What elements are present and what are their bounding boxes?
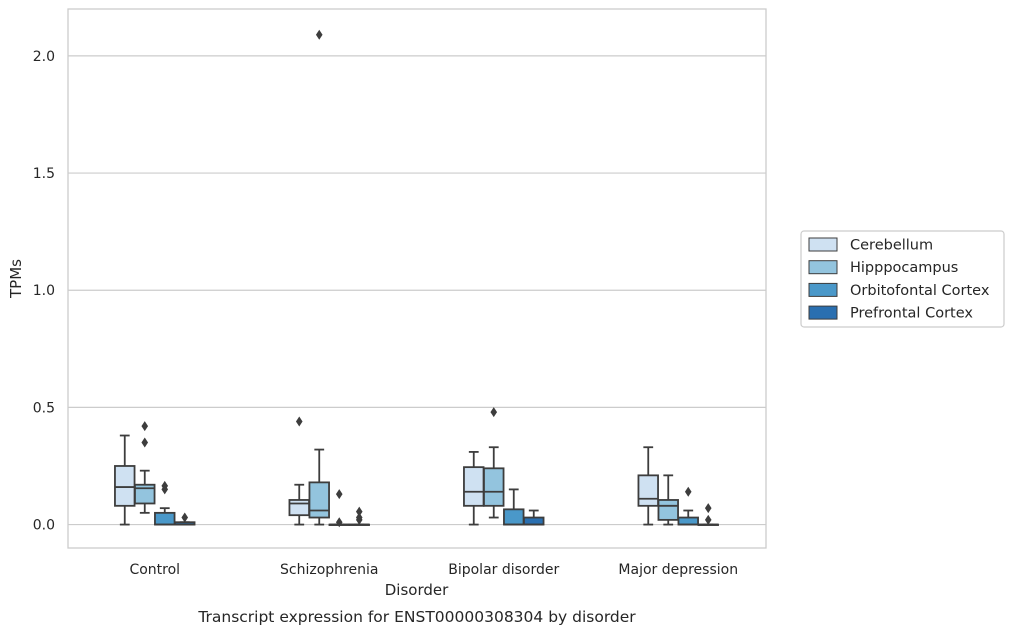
box-3-3 [697, 503, 719, 526]
box-3-2 [523, 509, 545, 526]
legend-swatch [808, 260, 838, 275]
box [657, 499, 679, 521]
y-tick-labels: 0.0 0.5 1.0 1.5 2.0 [33, 49, 55, 534]
outlier-point [295, 416, 303, 427]
chart-caption: Transcript expression for ENST0000030830… [197, 608, 636, 626]
box [503, 508, 525, 526]
box-1-2 [483, 407, 505, 519]
box-2-3 [677, 486, 699, 526]
y-tick-label: 0.0 [33, 518, 55, 534]
outlier-point [704, 503, 712, 514]
y-tick-label: 1.5 [33, 166, 55, 182]
legend-label: Hipppocampus [850, 260, 958, 276]
outlier-point [315, 29, 323, 40]
box-2-2 [503, 488, 525, 526]
box [114, 465, 136, 507]
outlier-point [704, 514, 712, 525]
legend-item: Orbitofontal Cortex [808, 282, 990, 299]
y-axis-label: TPMs [7, 259, 25, 299]
box-2-0 [154, 480, 176, 526]
x-tick-labels: Control Schizophrenia Bipolar disorder Majo… [129, 562, 738, 578]
box-2-1 [328, 489, 350, 528]
outlier-point [141, 421, 149, 432]
x-tick-label: Major depression [618, 562, 738, 578]
x-tick-label: Control [129, 562, 180, 578]
box-1-0 [134, 421, 156, 514]
box-0-0 [114, 434, 136, 526]
legend-label: Orbitofontal Cortex [850, 283, 990, 299]
box [677, 516, 699, 526]
box [483, 467, 505, 507]
x-tick-label: Schizophrenia [280, 562, 378, 578]
box [288, 499, 310, 517]
legend-label: Cerebellum [850, 238, 933, 254]
x-tick-label: Bipolar disorder [448, 562, 559, 578]
box [134, 483, 156, 505]
legend-item: Cerebellum [808, 237, 933, 254]
outlier-point [355, 506, 363, 517]
outlier-point [335, 517, 343, 528]
x-axis-label: Disorder [385, 581, 449, 599]
box-0-3 [637, 446, 659, 526]
outlier-point [684, 486, 692, 497]
legend: Cerebellum Hipppocampus Orbitofontal Corte… [800, 230, 1005, 328]
plot-frame [67, 8, 767, 549]
outlier-point [335, 489, 343, 500]
y-tick-label: 0.5 [33, 400, 55, 416]
box [154, 511, 176, 526]
box [463, 466, 485, 507]
box-3-1 [348, 506, 370, 526]
y-tick-label: 1.0 [33, 283, 55, 299]
grid [68, 55, 766, 526]
box-0-1 [288, 416, 310, 526]
legend-label: Prefrontal Cortex [850, 306, 973, 322]
box-1-1 [308, 29, 330, 526]
outlier-point [141, 437, 149, 448]
legend-frame [800, 230, 1005, 328]
legend-swatch [808, 282, 838, 297]
box-3-0 [174, 512, 196, 526]
outlier-point [355, 512, 363, 523]
box [308, 481, 330, 519]
box-plots [114, 29, 719, 528]
box-0-2 [463, 451, 485, 526]
legend-swatch [808, 237, 838, 252]
outlier-point [161, 480, 169, 491]
outlier-point [490, 407, 498, 418]
y-tick-label: 2.0 [33, 49, 55, 65]
box [637, 474, 659, 507]
legend-swatch [808, 305, 838, 320]
legend-item: Prefrontal Cortex [808, 305, 973, 322]
outlier-point [181, 512, 189, 523]
legend-item: Hipppocampus [808, 260, 958, 276]
box-1-3 [657, 474, 679, 526]
box [523, 516, 545, 526]
